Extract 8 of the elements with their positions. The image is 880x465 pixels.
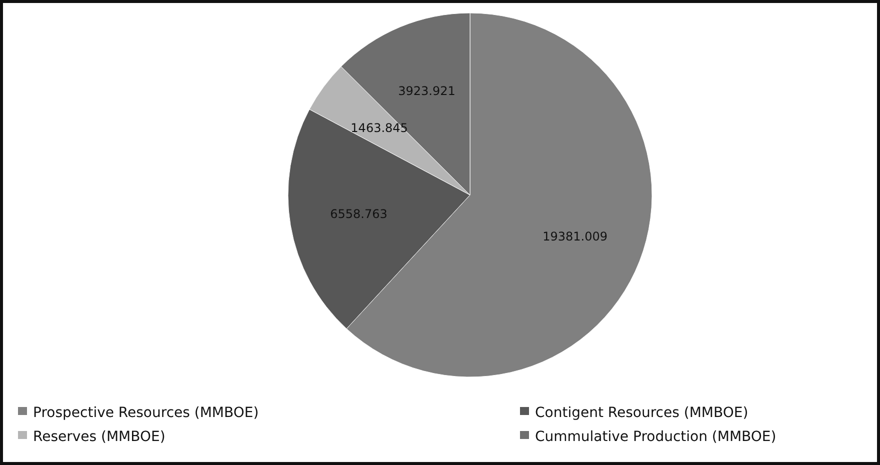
data-label: 1463.845 <box>350 121 408 136</box>
data-label: 19381.009 <box>542 229 608 244</box>
data-label: 3923.921 <box>398 84 456 98</box>
legend-entry: Reserves (MMBOE) <box>18 428 166 445</box>
data-label: 6558.763 <box>330 207 388 222</box>
legend-entry: Prospective Resources (MMBOE) <box>18 404 259 421</box>
legend-entry: Cummulative Production (MMBOE) <box>520 428 776 445</box>
legend-entry: Contigent Resources (MMBOE) <box>520 404 748 421</box>
